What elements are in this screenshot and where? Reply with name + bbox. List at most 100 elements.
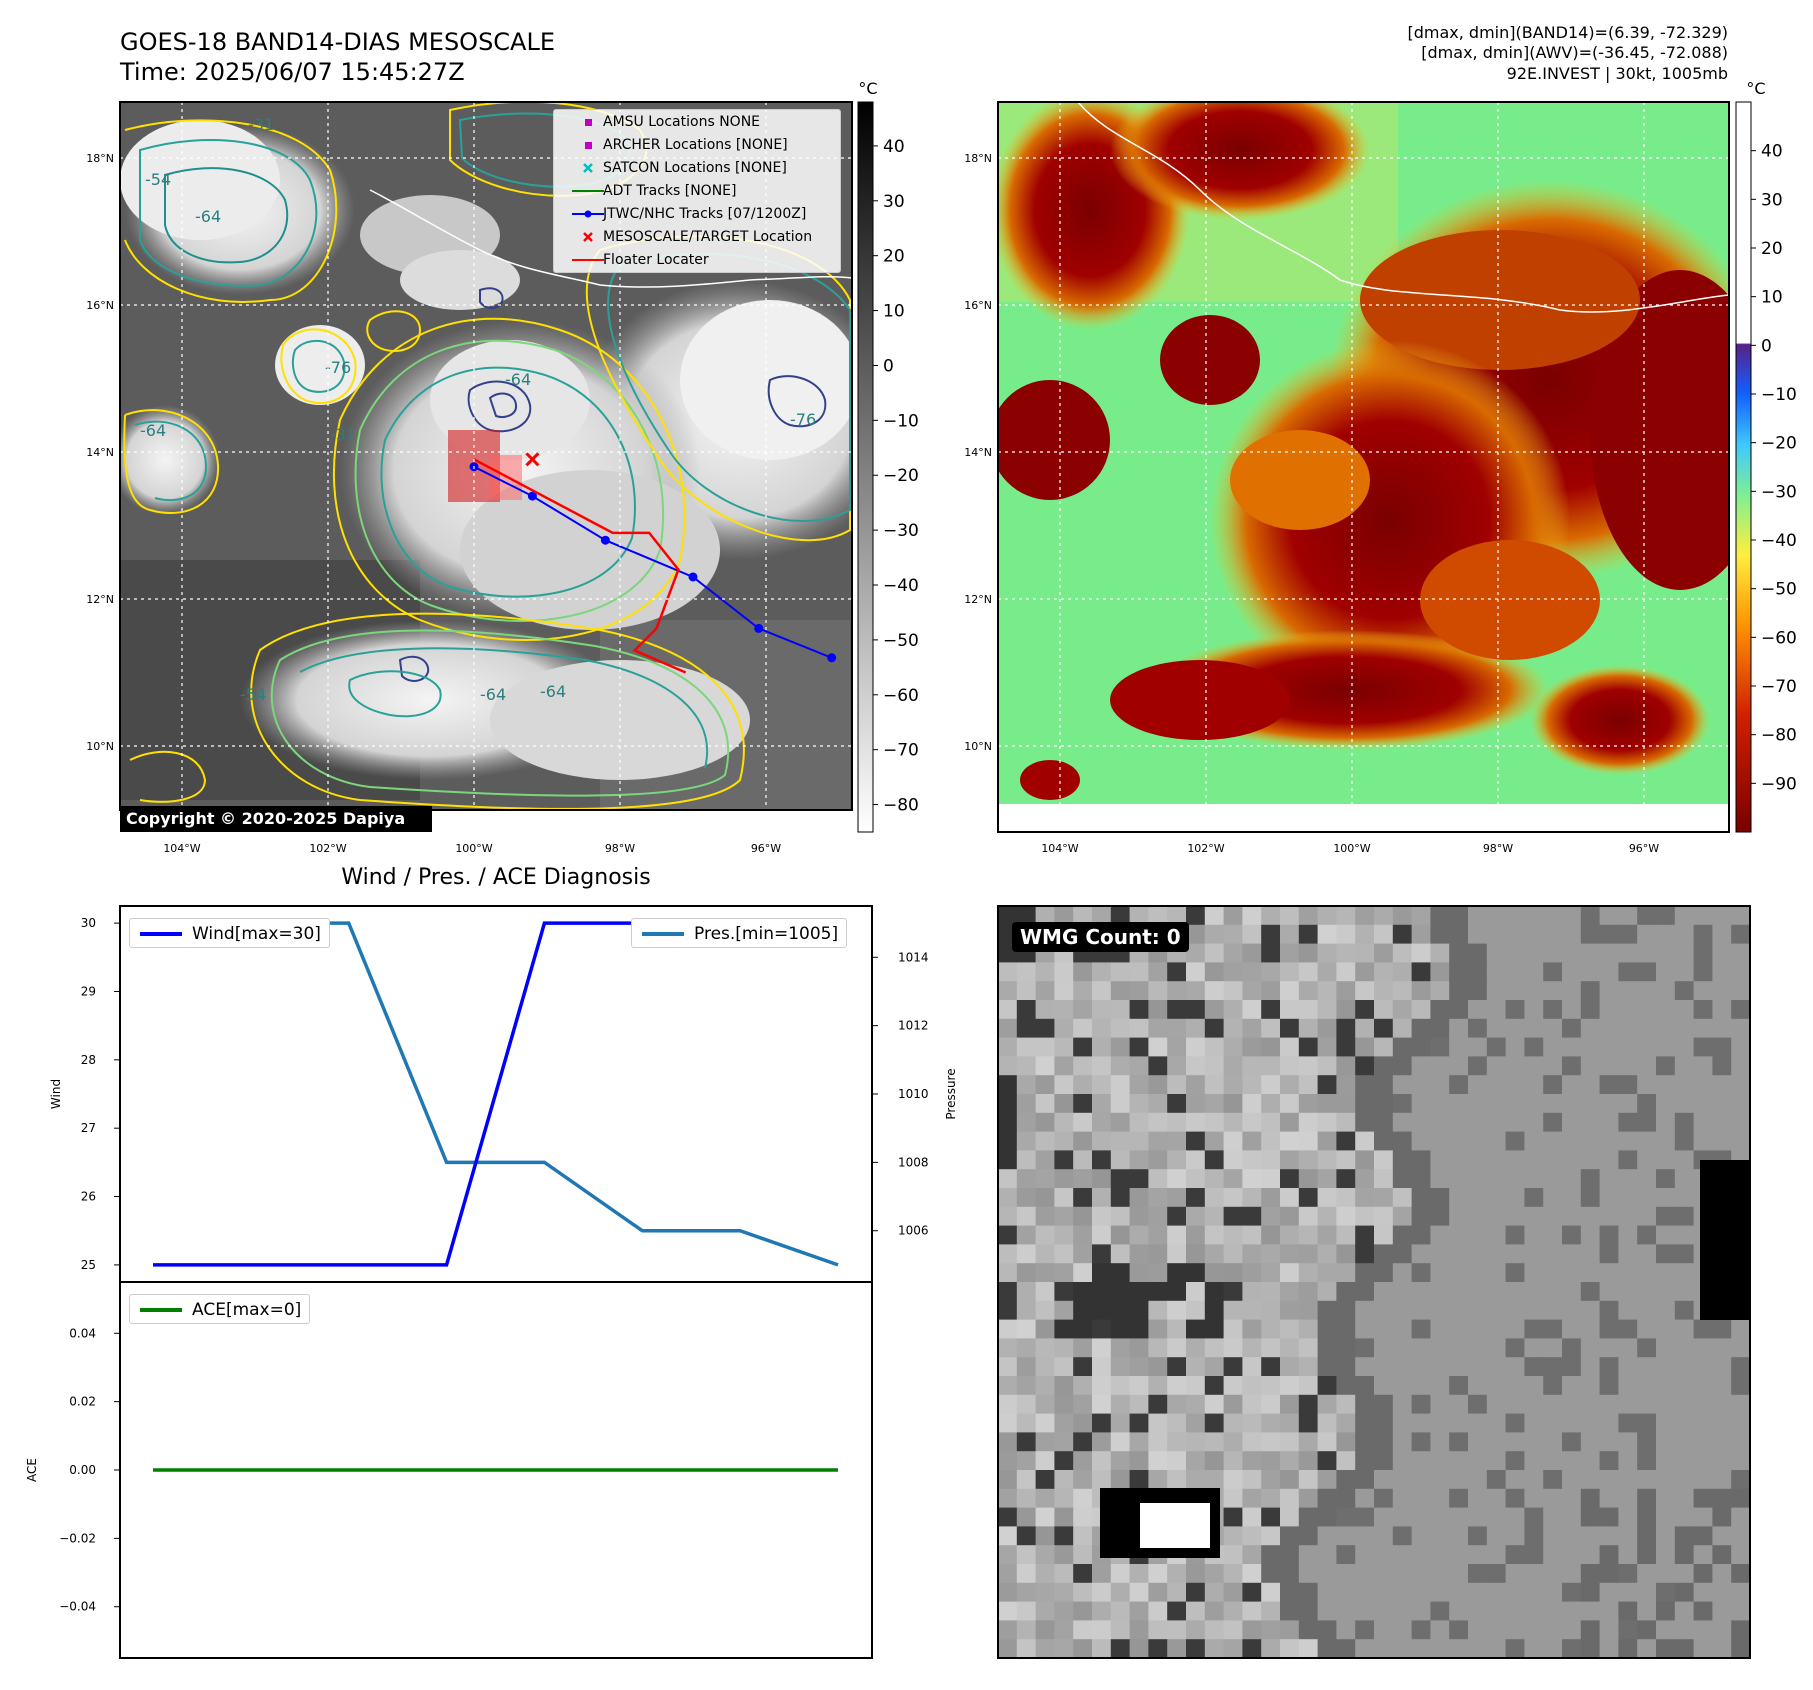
colorbar-tick-label: 20 [883, 247, 905, 267]
lon-tick-label: 100°W [455, 842, 492, 855]
lon-tick-label: 96°W [751, 842, 781, 855]
contour-label: -64 [540, 682, 566, 701]
dot-marker-icon [584, 210, 592, 218]
pressure-legend: Pres.[min=1005] [631, 918, 848, 948]
band14-contours [123, 102, 851, 810]
stats-line-1: [dmax, dmin](BAND14)=(6.39, -72.329) [1408, 23, 1729, 42]
jtwc-track-point [827, 653, 837, 663]
legend-label: Floater Locater [603, 252, 709, 268]
coastline [369, 189, 852, 288]
colorbar-tick-label: −80 [883, 796, 919, 816]
colorbar-tick-label: −50 [883, 631, 919, 651]
lon-tick-label: 104°W [1041, 842, 1078, 855]
wind-legend: Wind[max=30] [129, 918, 330, 948]
lat-tick-label: 16°N [964, 299, 992, 312]
colorbar-tick-label: 10 [1761, 288, 1783, 308]
colorbar-tick-label: 20 [1761, 239, 1783, 259]
pressure-legend-label: Pres.[min=1005] [694, 924, 839, 944]
wind-tick-label: 30 [81, 916, 96, 930]
ir-lon-labels: 104°W 102°W 100°W 98°W 96°W [163, 842, 781, 855]
ace-legend-label: ACE[max=0] [192, 1300, 302, 1320]
title-line-2: Time: 2025/06/07 15:45:27Z [119, 58, 465, 86]
wind-tick-label: 27 [81, 1121, 96, 1135]
legend-item-floater: Floater Locater [554, 250, 840, 270]
ace-legend: ACE[max=0] [129, 1294, 311, 1324]
legend-item-satcon: SATCON Locations [NONE] [554, 158, 840, 178]
x-marker-icon [583, 232, 593, 242]
copyright-label: Copyright © 2020-2025 Dapiya [120, 806, 432, 832]
wind-legend-label: Wind[max=30] [192, 924, 321, 944]
awv-colorbar-ticks: 40 30 20 10 0 −10 −20 −30 −40 −50 −60 −70 −80 −90 [1751, 142, 1797, 794]
wind-tick-label: 29 [81, 984, 96, 998]
contour-label: -64 [505, 370, 531, 389]
wind-tick-label: 28 [81, 1053, 96, 1067]
diagnosis-title: Wind / Pres. / ACE Diagnosis [341, 865, 650, 890]
target-location-marker [525, 452, 540, 467]
lon-tick-label: 100°W [1333, 842, 1370, 855]
colorbar-tick-label: −40 [1761, 531, 1797, 551]
wmg-imagery [998, 906, 1750, 1658]
lat-tick-label: 16°N [86, 299, 114, 312]
colorbar-tick-label: −10 [1761, 385, 1797, 405]
x-marker-icon [583, 163, 593, 173]
colorbar-tick-label: 40 [1761, 142, 1783, 162]
wmg-count-label: WMG Count: 0 [1012, 922, 1189, 952]
lat-tick-label: 10°N [964, 740, 992, 753]
lat-tick-label: 12°N [964, 593, 992, 606]
lon-tick-label: 102°W [309, 842, 346, 855]
pressure-tick-label: 1008 [898, 1155, 929, 1169]
lon-tick-label: 104°W [163, 842, 200, 855]
ace-yticks: 0.04 0.02 0.00 −0.02 −0.04 [59, 1326, 120, 1614]
ace-tick-label: 0.00 [69, 1463, 96, 1477]
wind-tick-label: 25 [81, 1258, 96, 1272]
colorbar-tick-label: 30 [1761, 190, 1783, 210]
ace-axis-label: ACE [25, 1458, 39, 1482]
ace-tick-label: −0.04 [59, 1600, 96, 1614]
colorbar-tick-label: 40 [883, 137, 905, 157]
square-marker-icon [585, 142, 592, 149]
awv-colorbar [1735, 101, 1752, 833]
colorbar-tick-label: 0 [1761, 336, 1772, 356]
lon-tick-label: 102°W [1187, 842, 1224, 855]
colorbar-tick-label: 0 [883, 356, 894, 376]
ace-tick-label: 0.04 [69, 1326, 96, 1340]
legend-item-mesoscale: MESOSCALE/TARGET Location [554, 227, 840, 247]
colorbar-tick-label: −20 [883, 466, 919, 486]
contour-label: -54 [145, 170, 171, 189]
lon-tick-label: 98°W [1483, 842, 1513, 855]
lat-tick-label: 14°N [86, 446, 114, 459]
colorbar-tick-label: −30 [883, 521, 919, 541]
contour-label: -54 [240, 685, 266, 704]
awv-lat-labels: 18°N 16°N 14°N 12°N 10°N [964, 152, 992, 753]
lon-tick-label: 96°W [1629, 842, 1659, 855]
lat-tick-label: 10°N [86, 740, 114, 753]
band14-colorbar-ticks: 40 30 20 10 0 −10 −20 −30 −40 −50 −60 −70 −80 [873, 137, 919, 816]
colorbar-tick-label: −10 [883, 411, 919, 431]
ace-legend-swatch [140, 1308, 182, 1312]
ir-gridlines [120, 102, 852, 810]
legend-item-archer: ARCHER Locations [NONE] [554, 135, 840, 155]
ir-lat-labels: 18°N 16°N 14°N 12°N 10°N [86, 152, 114, 753]
colorbar-tick-label: −60 [883, 686, 919, 706]
awv-colorbar-unit: °C [1746, 79, 1765, 98]
wind-axis-label: Wind [49, 1079, 63, 1109]
legend-item-adt: ADT Tracks [NONE] [554, 181, 840, 201]
colorbar-tick-label: 30 [883, 192, 905, 212]
legend-item-amsu: AMSU Locations NONE [554, 112, 840, 132]
colorbar-tick-label: −40 [883, 576, 919, 596]
ace-tick-label: −0.02 [59, 1531, 96, 1545]
pressure-axis-label: Pressure [944, 1068, 958, 1119]
legend-item-jtwc: JTWC/NHC Tracks [07/1200Z] [554, 204, 840, 224]
jtwc-track-point [600, 535, 610, 545]
jtwc-track-points [469, 462, 837, 663]
colorbar-tick-label: −90 [1761, 774, 1797, 794]
contour-label: -64 [480, 685, 506, 704]
square-marker-icon [585, 119, 592, 126]
contour-label: -31 [248, 115, 274, 134]
jtwc-track-point [754, 623, 764, 633]
contour-label: -76 [790, 410, 816, 429]
wmg-dark-edge [1700, 1160, 1750, 1320]
awv-imagery [998, 102, 1729, 804]
contour-labels: -31 -54 -64 -64 -76 -64 -31 -76 -54 -64 … [140, 115, 816, 704]
